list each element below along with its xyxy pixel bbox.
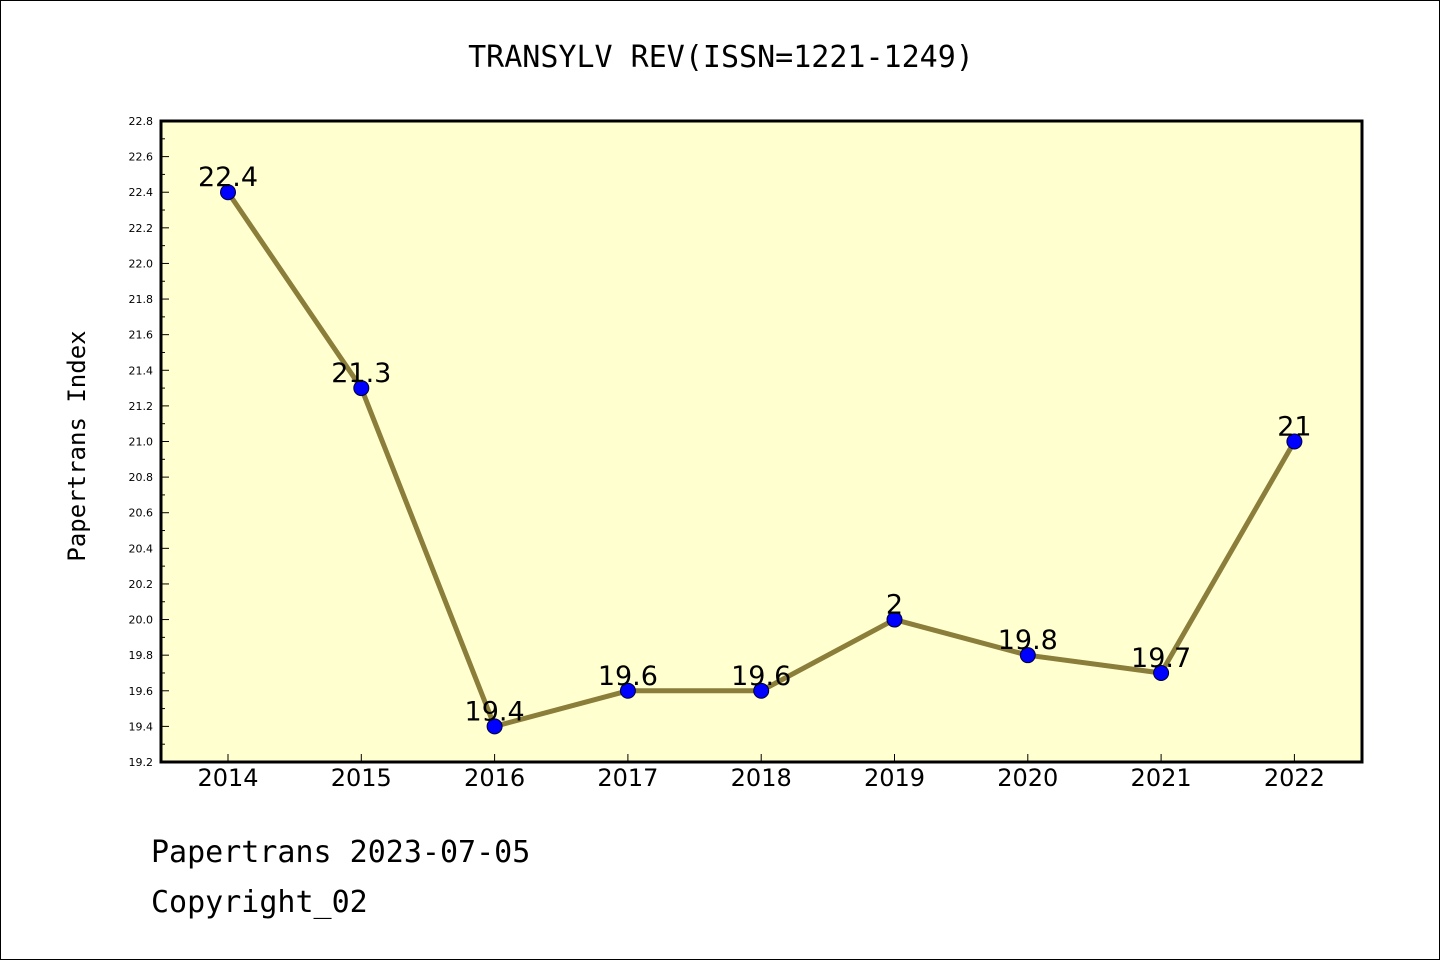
- data-point: [486, 718, 503, 735]
- data-point: [353, 380, 370, 397]
- x-tick-label: 2015: [331, 764, 392, 792]
- y-tick-label: 21.0: [129, 436, 154, 449]
- y-tick-label: 21.2: [129, 400, 154, 413]
- data-label: 21.3: [331, 358, 391, 389]
- x-tick-label: 2020: [997, 764, 1058, 792]
- data-point: [220, 184, 236, 201]
- y-tick-label: 19.8: [129, 649, 154, 662]
- x-tick-label: 2019: [864, 764, 925, 792]
- y-tick-label: 19.2: [129, 756, 154, 769]
- y-tick-label: 20.4: [129, 542, 154, 555]
- y-tick-label: 21.4: [129, 364, 154, 377]
- plot-frame: [159, 119, 1364, 764]
- y-tick-label: 19.4: [129, 720, 154, 733]
- x-tick-label: 2014: [197, 764, 258, 792]
- data-label: 21: [1277, 412, 1311, 443]
- x-tick-label: 2022: [1264, 764, 1325, 792]
- data-label: 2: [886, 590, 903, 621]
- x-tick-label: 2016: [464, 764, 525, 792]
- data-label: 19.7: [1131, 643, 1191, 674]
- data-label: 19.6: [598, 661, 658, 692]
- y-tick-label: 21.8: [129, 293, 154, 306]
- x-tick-label: 2018: [731, 764, 792, 792]
- footer-copyright-line: Copyright_02: [151, 885, 368, 920]
- x-tick-label: 2021: [1131, 764, 1192, 792]
- y-tick-label: 20.2: [129, 578, 154, 591]
- data-point: [753, 682, 770, 699]
- y-tick-label: 20.0: [129, 614, 154, 627]
- y-axis-label: Papertrans Index: [63, 330, 91, 561]
- y-tick-label: 22.0: [129, 257, 154, 270]
- data-label: 22.4: [198, 162, 258, 193]
- y-tick-label: 21.6: [129, 329, 154, 342]
- y-tick-label: 20.8: [129, 471, 154, 484]
- data-point: [1153, 664, 1170, 681]
- chart-title: TRANSYLV REV(ISSN=1221-1249): [468, 40, 974, 75]
- x-tick-label: 2017: [597, 764, 658, 792]
- y-tick-label: 22.4: [129, 186, 154, 199]
- data-label: 19.4: [465, 696, 525, 727]
- data-label: 19.8: [998, 625, 1058, 656]
- y-tick-label: 22.6: [129, 151, 154, 164]
- y-tick-label: 19.6: [129, 685, 154, 698]
- y-tick-label: 22.8: [129, 115, 154, 128]
- plot-area: [161, 121, 1362, 762]
- data-series: 22.4 21.3 19.4 19.6 19.6 2 19.8 19.7 21: [198, 162, 1312, 735]
- x-axis: 2014 2015 2016 2017 2018 2019 2020 2021 2022: [197, 754, 1325, 792]
- y-axis: 19.2 19.4 19.6 19.8 20.0 20.2 20.4 20.6 20.8 21.0…: [129, 115, 169, 769]
- footer-date-line: Papertrans 2023-07-05: [151, 835, 531, 870]
- y-tick-label: 22.2: [129, 222, 154, 235]
- data-point: [886, 611, 903, 628]
- data-label: 19.6: [731, 661, 791, 692]
- y-tick-label: 20.6: [129, 507, 154, 520]
- data-point: [619, 682, 636, 699]
- data-point: [1019, 647, 1036, 664]
- data-point: [1286, 433, 1303, 450]
